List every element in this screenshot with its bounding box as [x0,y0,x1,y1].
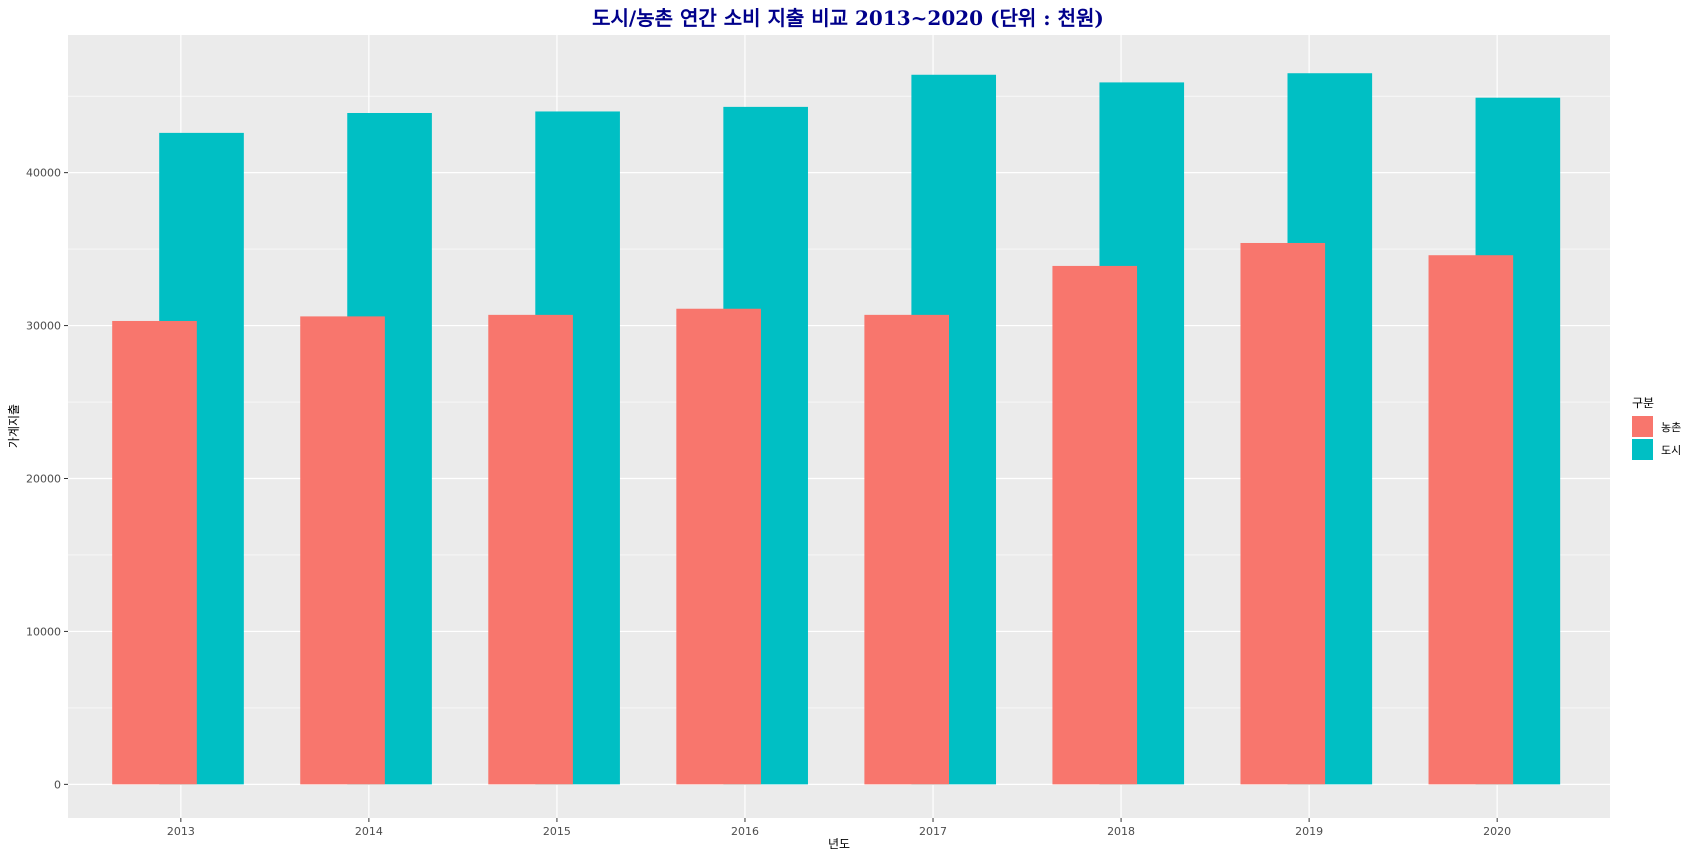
legend-title: 구분 [1632,396,1654,410]
y-tick-label: 0 [54,778,61,791]
x-tick-label: 2013 [167,825,195,838]
y-tick-label: 10000 [26,625,61,638]
x-axis-title: 년도 [828,837,850,851]
bar-농촌-2019 [1240,242,1326,785]
x-axis: 2013 2014 2015 2016 2017 2018 2019 2020 [167,818,1511,838]
x-tick-label: 2016 [731,825,759,838]
y-axis: 0 10000 20000 30000 40000 [26,167,68,791]
y-axis-title: 가계지출 [7,404,21,448]
bar-농촌-2020 [1428,255,1514,785]
legend-label-농촌: 농촌 [1661,421,1681,434]
y-tick-label: 20000 [26,472,61,485]
legend-label-도시: 도시 [1661,444,1681,457]
x-tick-label: 2015 [543,825,571,838]
bar-농촌-2018 [1052,265,1138,785]
bar-농촌-2017 [864,314,950,785]
bars [112,73,1561,785]
x-tick-label: 2018 [1107,825,1135,838]
legend-key-도시 [1632,439,1653,460]
y-tick-label: 30000 [26,320,61,333]
chart-title: 도시/농촌 연간 소비 지출 비교 2013~2020 (단위 : 천원) [592,6,1104,30]
plot-panel [68,35,1610,818]
y-tick-label: 40000 [26,167,61,180]
bar-농촌-2015 [488,314,573,785]
x-tick-label: 2014 [355,825,383,838]
x-tick-label: 2019 [1295,825,1323,838]
bar-농촌-2013 [112,320,197,785]
bar-농촌-2016 [676,308,761,785]
legend-key-농촌 [1632,416,1653,437]
x-tick-label: 2020 [1483,825,1511,838]
bar-농촌-2014 [300,316,385,785]
x-tick-label: 2017 [919,825,947,838]
